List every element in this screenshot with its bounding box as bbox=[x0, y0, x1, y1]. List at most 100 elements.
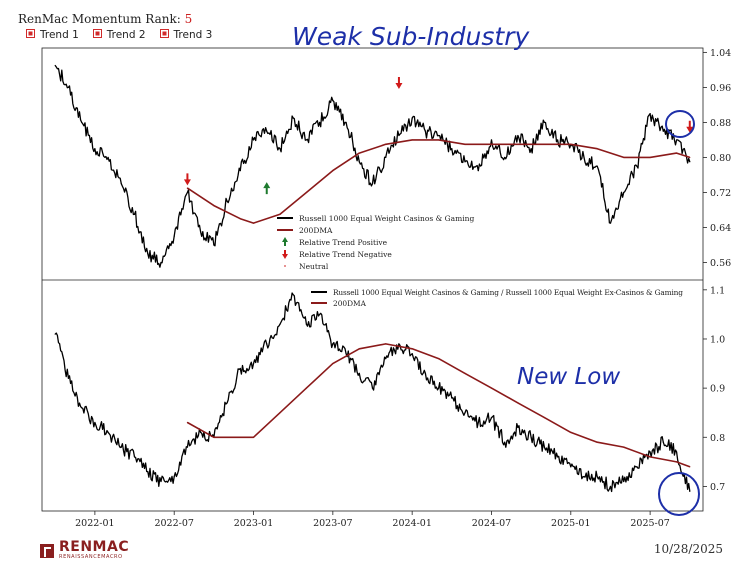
rank-value: 5 bbox=[184, 12, 193, 26]
price-point bbox=[147, 471, 149, 473]
price-point bbox=[609, 222, 612, 224]
price-point bbox=[556, 139, 559, 141]
top-panel: 0.56 0.64 0.72 0.80 0.88 0.96 1.04 Russell 1000… bbox=[54, 48, 731, 271]
annotation-new-low: New Low bbox=[517, 364, 620, 390]
dma-point bbox=[279, 213, 281, 215]
price-point bbox=[319, 121, 321, 124]
price-point bbox=[345, 353, 347, 355]
price-point bbox=[649, 113, 651, 115]
price-point bbox=[530, 436, 532, 438]
price-point bbox=[583, 475, 585, 478]
price-line bbox=[54, 292, 691, 493]
price-point bbox=[54, 64, 56, 67]
dma-point bbox=[689, 156, 691, 159]
price-point bbox=[371, 387, 374, 389]
price-point bbox=[239, 169, 241, 172]
legend-label: Relative Trend Negative bbox=[299, 250, 392, 259]
price-point bbox=[398, 134, 400, 137]
price-point bbox=[332, 99, 334, 102]
price-point bbox=[292, 294, 294, 296]
dma-point bbox=[649, 156, 651, 159]
price-point bbox=[504, 441, 506, 443]
price-point bbox=[160, 261, 162, 264]
price-point bbox=[252, 139, 255, 141]
dma-point bbox=[438, 358, 440, 360]
legend-label: Russell 1000 Equal Weight Casinos & Gami… bbox=[299, 214, 474, 223]
price-point bbox=[636, 165, 638, 167]
price-point bbox=[345, 121, 347, 124]
price-point bbox=[609, 485, 612, 488]
price-point bbox=[438, 387, 440, 389]
x-tick-label: 2023-07 bbox=[313, 518, 352, 529]
price-point bbox=[133, 456, 136, 458]
trend-legend-item: Trend 3 bbox=[159, 29, 212, 41]
trend-box-icon bbox=[26, 29, 35, 38]
trend-negative-arrow-icon bbox=[183, 173, 191, 186]
dma-point bbox=[596, 148, 598, 150]
trend-label: Trend 1 bbox=[40, 29, 79, 41]
price-line bbox=[54, 65, 691, 268]
y-tick-label: 1.0 bbox=[710, 334, 725, 345]
dma-point bbox=[517, 143, 519, 145]
price-point bbox=[689, 161, 691, 163]
y-tick-label: 0.96 bbox=[710, 83, 731, 94]
price-point bbox=[477, 169, 479, 172]
annotation-circle-top bbox=[665, 110, 695, 138]
price-point bbox=[332, 343, 334, 345]
y-tick-label: 0.9 bbox=[710, 384, 725, 395]
price-point bbox=[200, 431, 202, 433]
price-point bbox=[451, 148, 453, 150]
price-point bbox=[358, 372, 360, 374]
y-tick-label: 0.56 bbox=[710, 258, 731, 269]
y-tick-label: 1.1 bbox=[710, 285, 725, 296]
price-point bbox=[490, 417, 493, 419]
dma-point bbox=[438, 139, 440, 141]
dma-point bbox=[623, 156, 625, 159]
dma-point bbox=[570, 143, 572, 145]
price-point bbox=[81, 121, 83, 124]
price-point bbox=[279, 148, 281, 150]
dma-point bbox=[675, 152, 678, 154]
annotation-weak-subindustry: Weak Sub-Industry bbox=[292, 22, 530, 51]
price-point bbox=[186, 191, 189, 194]
dma-point bbox=[675, 461, 678, 463]
price-point bbox=[305, 323, 307, 325]
price-point bbox=[120, 183, 122, 185]
price-point bbox=[490, 139, 493, 141]
price-point bbox=[371, 183, 374, 185]
dma-point bbox=[358, 348, 360, 350]
price-point bbox=[160, 480, 162, 483]
price-point bbox=[94, 421, 96, 424]
trend-positive-arrow-icon bbox=[263, 182, 271, 195]
trend-legend: Trend 1 Trend 2 Trend 3 bbox=[26, 29, 212, 41]
price-point bbox=[411, 117, 413, 119]
dma-point bbox=[239, 218, 241, 220]
trend-legend-item: Trend 1 bbox=[26, 29, 79, 41]
price-point bbox=[173, 235, 175, 237]
price-point bbox=[424, 130, 426, 132]
x-tick-label: 2022-01 bbox=[75, 518, 114, 529]
price-point bbox=[67, 86, 70, 88]
dma-point bbox=[213, 204, 215, 207]
price-point bbox=[319, 313, 321, 316]
price-point bbox=[385, 156, 387, 159]
price-point bbox=[120, 446, 122, 448]
neutral-dot-icon bbox=[284, 265, 286, 267]
title-prefix: RenMac Momentum Rank: bbox=[18, 12, 185, 26]
trend-negative-arrow-icon bbox=[395, 77, 403, 90]
price-point bbox=[147, 253, 149, 255]
price-point bbox=[424, 372, 426, 374]
price-point bbox=[226, 200, 228, 202]
price-point bbox=[451, 397, 453, 399]
dma-point bbox=[186, 421, 189, 424]
dma-point bbox=[543, 143, 545, 145]
plot-frame bbox=[41, 47, 704, 512]
price-point bbox=[358, 161, 360, 163]
dma-point bbox=[252, 436, 255, 438]
x-tick-label: 2023-01 bbox=[234, 518, 273, 529]
dma-line bbox=[186, 139, 691, 224]
legend-label: Russell 1000 Equal Weight Casinos & Gami… bbox=[333, 288, 683, 297]
dma-point bbox=[252, 222, 255, 224]
price-point bbox=[266, 130, 268, 132]
dma-point bbox=[411, 139, 413, 141]
